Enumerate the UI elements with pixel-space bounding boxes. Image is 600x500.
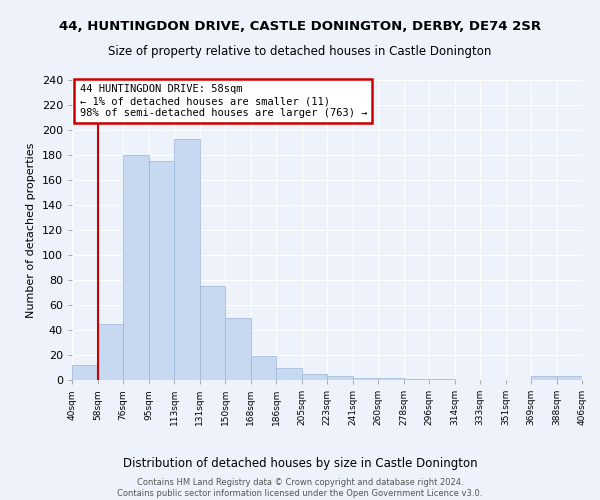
Bar bbox=[251, 356, 276, 380]
Y-axis label: Number of detached properties: Number of detached properties bbox=[26, 142, 36, 318]
Bar bbox=[97, 324, 123, 380]
Bar bbox=[149, 161, 174, 380]
Text: 44 HUNTINGDON DRIVE: 58sqm
← 1% of detached houses are smaller (11)
98% of semi-: 44 HUNTINGDON DRIVE: 58sqm ← 1% of detac… bbox=[80, 84, 367, 117]
Bar bbox=[276, 368, 302, 380]
Text: Distribution of detached houses by size in Castle Donington: Distribution of detached houses by size … bbox=[122, 458, 478, 470]
Bar bbox=[199, 286, 225, 380]
Bar bbox=[72, 365, 97, 380]
Bar bbox=[557, 376, 582, 380]
Bar bbox=[353, 378, 378, 380]
Bar bbox=[404, 379, 429, 380]
Bar bbox=[327, 376, 353, 380]
Text: Contains HM Land Registry data © Crown copyright and database right 2024.
Contai: Contains HM Land Registry data © Crown c… bbox=[118, 478, 482, 498]
Bar bbox=[123, 155, 149, 380]
Bar bbox=[531, 376, 557, 380]
Text: 44, HUNTINGDON DRIVE, CASTLE DONINGTON, DERBY, DE74 2SR: 44, HUNTINGDON DRIVE, CASTLE DONINGTON, … bbox=[59, 20, 541, 33]
Bar bbox=[378, 378, 404, 380]
Bar bbox=[429, 379, 455, 380]
Bar bbox=[174, 138, 199, 380]
Text: Size of property relative to detached houses in Castle Donington: Size of property relative to detached ho… bbox=[109, 45, 491, 58]
Bar bbox=[302, 374, 327, 380]
Bar bbox=[225, 318, 251, 380]
